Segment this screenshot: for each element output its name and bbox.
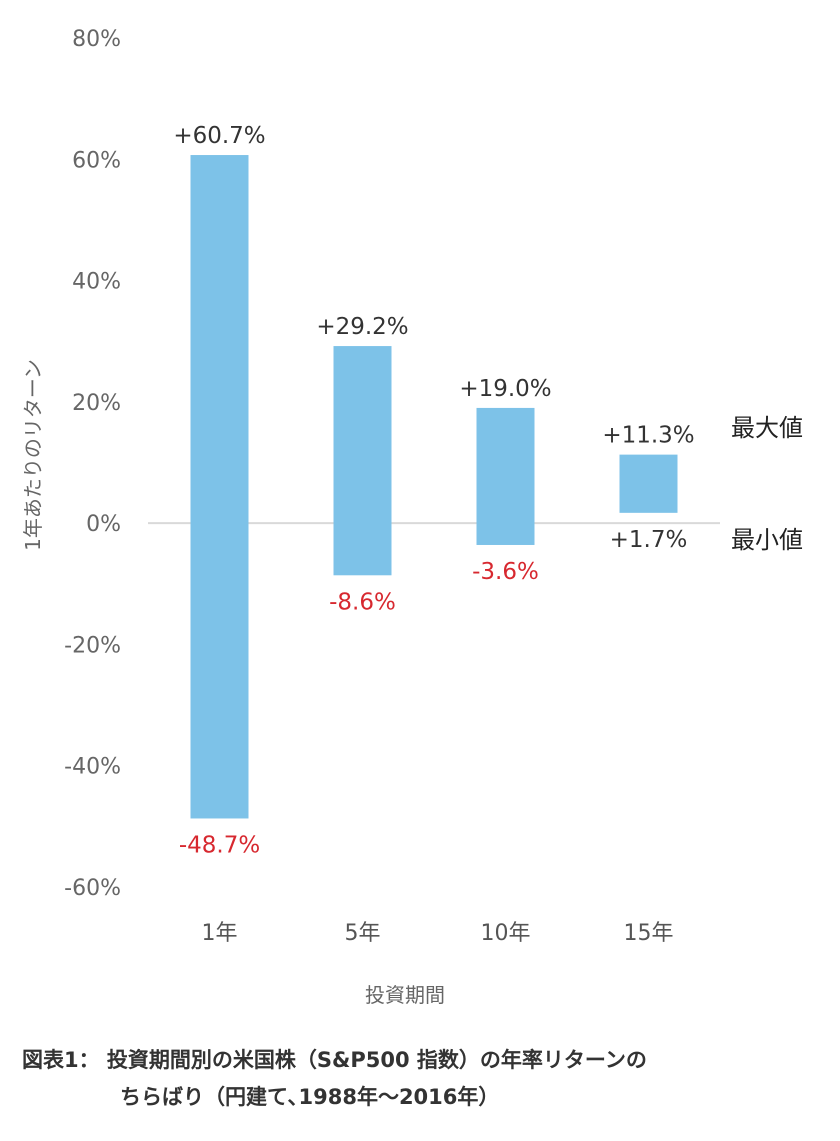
y-tick-label: 80% xyxy=(72,27,121,52)
y-tick-label: -60% xyxy=(64,876,121,901)
range-bar xyxy=(619,454,678,513)
x-tick-label: 5年 xyxy=(345,921,381,946)
return-range-chart: 80%60%40%20%0%-20%-40%-60% +60.7%-48.7%+… xyxy=(21,27,803,1007)
x-tick-label: 15年 xyxy=(624,921,674,946)
max-value-label: +29.2% xyxy=(316,314,408,340)
y-axis-title: 1年あたりのリターン xyxy=(21,359,45,551)
x-tick-label: 10年 xyxy=(481,921,531,946)
y-tick-label: 20% xyxy=(72,391,121,416)
min-value-label: -3.6% xyxy=(472,559,539,585)
y-tick-label: 40% xyxy=(72,270,121,295)
bars: +60.7% -48.7% +29.2% -8.6% +19.0% -3.6% +11.3%… xyxy=(173,123,694,858)
y-tick-label: -20% xyxy=(64,633,121,658)
x-tick-label: 1年 xyxy=(202,921,238,946)
range-bar xyxy=(190,155,249,819)
min-value-marker: 最小値 xyxy=(731,526,803,554)
min-value-label: -8.6% xyxy=(329,589,396,615)
x-axis-ticks: 1年 5年 10年 15年 xyxy=(202,921,674,946)
max-value-label: +11.3% xyxy=(602,423,694,449)
x-axis-title: 投資期間 xyxy=(365,983,445,1007)
min-value-label: -48.7% xyxy=(179,832,260,858)
max-value-label: +19.0% xyxy=(459,376,551,402)
figure-caption-line1: 図表1： 投資期間別の米国株（S&P500 指数）の年率リターンの xyxy=(22,1048,647,1072)
figure-caption-line2: ちらばり（円建て､1988年～2016年） xyxy=(120,1085,500,1109)
min-value-label: +1.7% xyxy=(610,527,688,553)
max-value-label: +60.7% xyxy=(173,123,265,149)
y-tick-label: -40% xyxy=(64,755,121,780)
range-bar xyxy=(476,407,535,545)
max-value-marker: 最大値 xyxy=(731,414,803,442)
range-bar xyxy=(333,346,392,576)
y-tick-label: 60% xyxy=(72,148,121,173)
y-tick-label: 0% xyxy=(86,512,121,537)
y-axis-ticks: 80% 60% 40% 20% 0% -20% -40% -60% xyxy=(64,27,121,901)
